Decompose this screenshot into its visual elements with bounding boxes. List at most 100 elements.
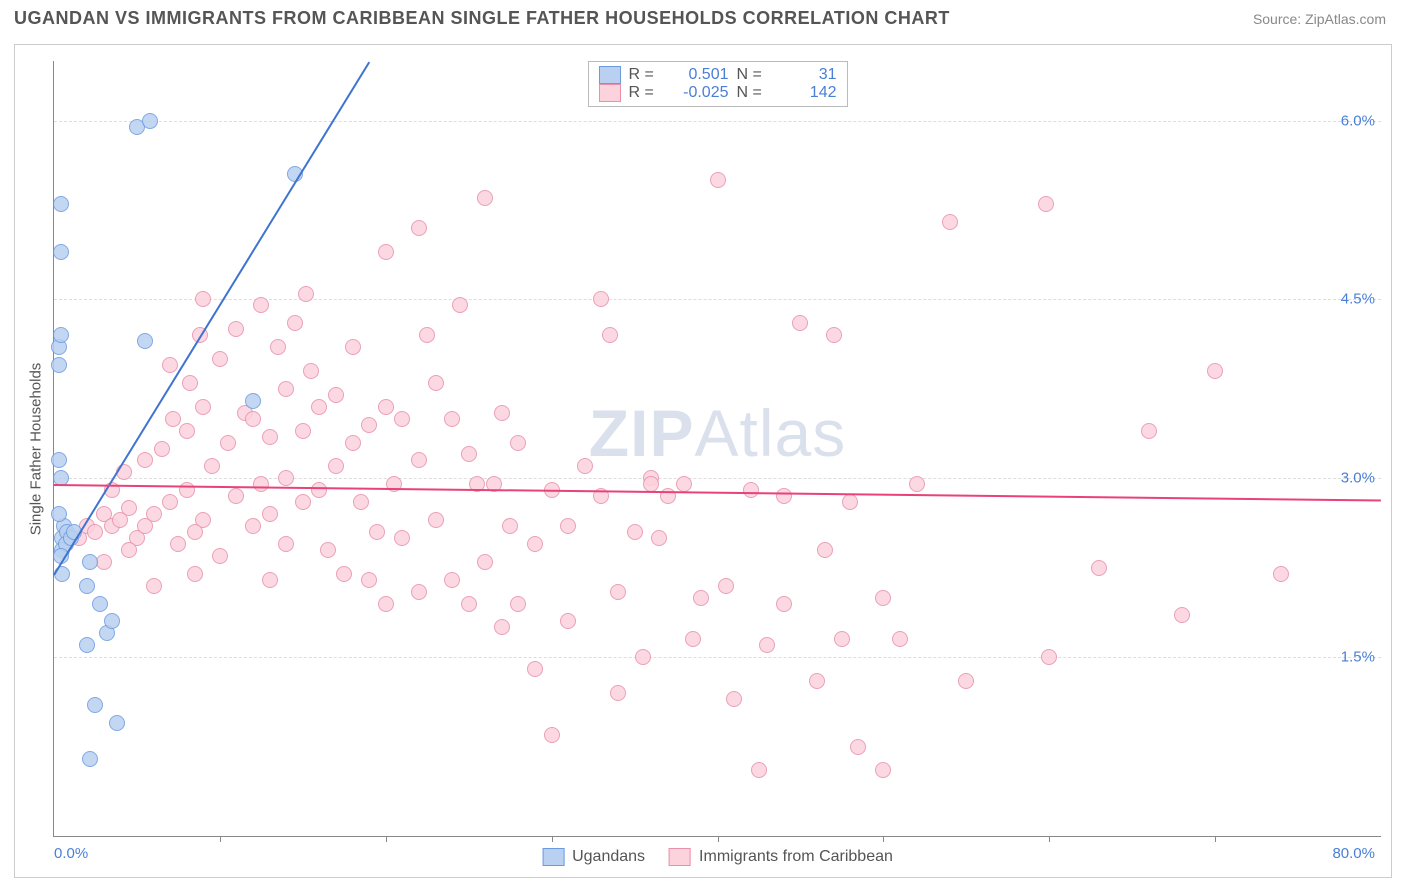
data-point — [53, 196, 69, 212]
data-point — [228, 488, 244, 504]
data-point — [295, 494, 311, 510]
swatch-ugandans-icon — [542, 848, 564, 866]
gridline — [54, 657, 1381, 658]
data-point — [419, 327, 435, 343]
swatch-caribbean — [599, 84, 621, 102]
data-point — [53, 244, 69, 260]
data-point — [411, 452, 427, 468]
data-point — [245, 518, 261, 534]
data-point — [635, 649, 651, 665]
data-point — [394, 411, 410, 427]
x-minor-tick — [220, 836, 221, 842]
data-point — [87, 524, 103, 540]
data-point — [179, 423, 195, 439]
data-point — [378, 244, 394, 260]
data-point — [220, 435, 236, 451]
data-point — [527, 536, 543, 552]
y-tick-label: 3.0% — [1341, 470, 1375, 487]
data-point — [253, 476, 269, 492]
data-point — [452, 297, 468, 313]
chart-source: Source: ZipAtlas.com — [1253, 11, 1386, 27]
data-point — [154, 441, 170, 457]
data-point — [195, 291, 211, 307]
data-point — [87, 697, 103, 713]
data-point — [162, 357, 178, 373]
data-point — [353, 494, 369, 510]
plot-area: Single Father Households ZIPAtlas R = 0.… — [53, 61, 1381, 837]
data-point — [187, 566, 203, 582]
data-point — [245, 393, 261, 409]
x-minor-tick — [718, 836, 719, 842]
data-point — [444, 411, 460, 427]
data-point — [909, 476, 925, 492]
chart-header: UGANDAN VS IMMIGRANTS FROM CARIBBEAN SIN… — [0, 0, 1406, 37]
data-point — [320, 542, 336, 558]
data-point — [253, 297, 269, 313]
data-point — [204, 458, 220, 474]
data-point — [278, 381, 294, 397]
data-point — [685, 631, 701, 647]
data-point — [610, 685, 626, 701]
data-point — [303, 363, 319, 379]
data-point — [560, 613, 576, 629]
trend-line — [53, 61, 370, 575]
trend-line — [54, 484, 1381, 501]
data-point — [278, 536, 294, 552]
data-point — [336, 566, 352, 582]
x-minor-tick — [552, 836, 553, 842]
data-point — [79, 637, 95, 653]
legend-row-caribbean: R = -0.025 N = 142 — [599, 84, 837, 102]
data-point — [121, 542, 137, 558]
gridline — [54, 478, 1381, 479]
data-point — [826, 327, 842, 343]
data-point — [345, 435, 361, 451]
watermark: ZIPAtlas — [589, 395, 846, 471]
data-point — [369, 524, 385, 540]
data-point — [270, 339, 286, 355]
data-point — [494, 405, 510, 421]
series-legend: Ugandans Immigrants from Caribbean — [542, 848, 893, 866]
data-point — [262, 572, 278, 588]
data-point — [187, 524, 203, 540]
data-point — [718, 578, 734, 594]
data-point — [510, 435, 526, 451]
data-point — [311, 399, 327, 415]
data-point — [378, 399, 394, 415]
swatch-ugandans — [599, 66, 621, 84]
data-point — [82, 751, 98, 767]
data-point — [776, 488, 792, 504]
data-point — [842, 494, 858, 510]
data-point — [92, 596, 108, 612]
data-point — [287, 315, 303, 331]
data-point — [262, 506, 278, 522]
data-point — [1273, 566, 1289, 582]
data-point — [53, 327, 69, 343]
x-tick-right: 80.0% — [1332, 845, 1375, 862]
data-point — [1141, 423, 1157, 439]
data-point — [298, 286, 314, 302]
data-point — [743, 482, 759, 498]
data-point — [593, 291, 609, 307]
data-point — [850, 739, 866, 755]
data-point — [527, 661, 543, 677]
data-point — [278, 470, 294, 486]
data-point — [137, 333, 153, 349]
data-point — [494, 619, 510, 635]
data-point — [162, 494, 178, 510]
data-point — [212, 548, 228, 564]
data-point — [79, 578, 95, 594]
x-minor-tick — [1049, 836, 1050, 842]
data-point — [875, 762, 891, 778]
x-minor-tick — [883, 836, 884, 842]
data-point — [146, 506, 162, 522]
data-point — [411, 220, 427, 236]
data-point — [1038, 196, 1054, 212]
data-point — [1174, 607, 1190, 623]
data-point — [195, 399, 211, 415]
data-point — [477, 190, 493, 206]
data-point — [942, 214, 958, 230]
data-point — [51, 452, 67, 468]
data-point — [295, 423, 311, 439]
data-point — [104, 613, 120, 629]
data-point — [809, 673, 825, 689]
